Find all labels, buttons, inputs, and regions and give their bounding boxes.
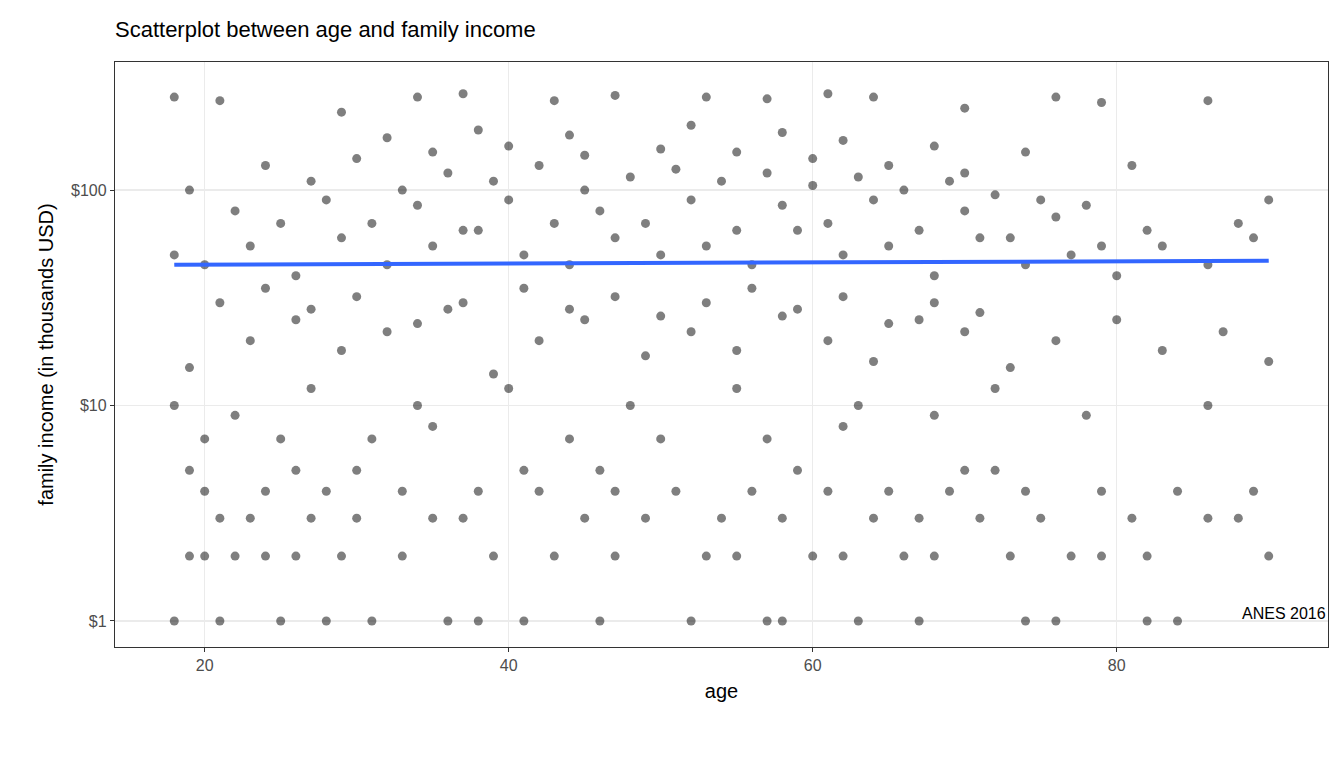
svg-text:age: age — [705, 680, 738, 702]
svg-text:$100: $100 — [71, 182, 107, 199]
svg-text:20: 20 — [196, 657, 214, 674]
svg-text:60: 60 — [804, 657, 822, 674]
svg-text:family income (in thousands US: family income (in thousands USD) — [35, 203, 57, 505]
svg-text:$10: $10 — [80, 397, 107, 414]
svg-text:40: 40 — [500, 657, 518, 674]
svg-text:Scatterplot between age and fa: Scatterplot between age and family incom… — [115, 17, 536, 42]
svg-text:80: 80 — [1108, 657, 1126, 674]
svg-text:$1: $1 — [89, 613, 107, 630]
svg-text:ANES 2016: ANES 2016 — [1242, 605, 1326, 622]
